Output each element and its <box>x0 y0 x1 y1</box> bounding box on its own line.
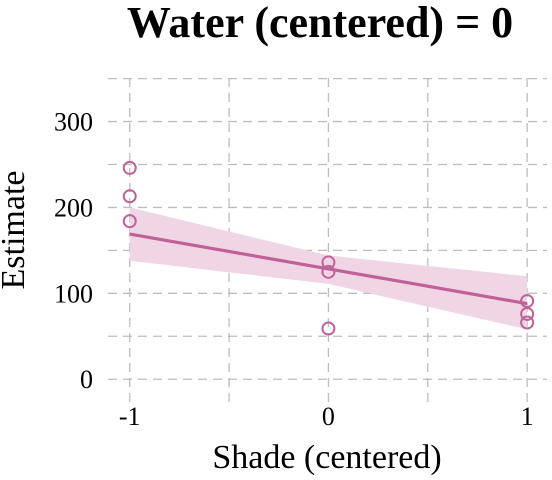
data-point-4 <box>321 264 336 279</box>
data-point-0 <box>122 160 137 175</box>
x-tick-label-1: 0 <box>322 402 335 431</box>
chart-title: Water (centered) = 0 <box>127 0 513 47</box>
y-axis-title: Estimate <box>0 171 32 290</box>
data-point-8 <box>520 315 535 330</box>
data-point-3 <box>321 255 336 270</box>
y-tick-label-0: 0 <box>80 365 93 394</box>
y-tick-label-3: 300 <box>54 108 93 137</box>
y-axis-ticks: 0 100 200 300 <box>54 108 93 395</box>
y-tick-label-1: 100 <box>54 279 93 308</box>
x-tick-label-0: -1 <box>119 402 141 431</box>
data-point-1 <box>122 189 137 204</box>
x-tick-label-2: 1 <box>521 402 534 431</box>
y-tick-label-2: 200 <box>54 193 93 222</box>
x-axis-title: Shade (centered) <box>212 439 441 476</box>
data-point-7 <box>520 306 535 321</box>
x-axis-ticks: -1 0 1 <box>119 402 534 431</box>
data-point-2 <box>122 214 137 229</box>
data-point-5 <box>321 321 336 336</box>
data-points <box>122 160 535 336</box>
